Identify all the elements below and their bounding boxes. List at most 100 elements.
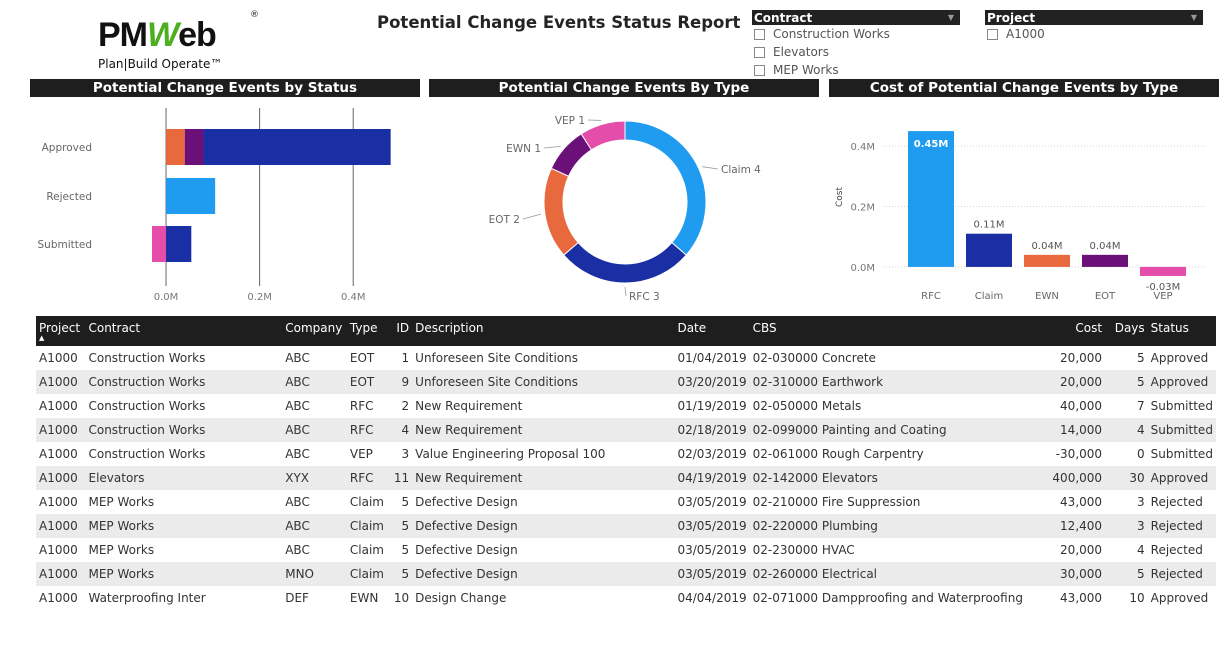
leader-line <box>522 213 541 220</box>
cell-cbs: 02-210000 Fire Suppression <box>752 495 921 509</box>
leader-line <box>624 286 627 297</box>
donut-slice <box>624 120 707 256</box>
events-table: Project ▲ Contract Company Type ID Description… <box>36 316 1216 610</box>
cell-status: Rejected <box>1150 543 1203 557</box>
status-bar-chart: 0.0M 0.2M 0.4M Approved Rejected Submitted <box>38 108 391 303</box>
chevron-down-icon[interactable]: ▼ <box>947 13 954 22</box>
cell-type: VEP <box>349 447 373 461</box>
data-label: -0.03M <box>1146 282 1181 293</box>
cell-status: Submitted <box>1150 447 1213 461</box>
cell-description: New Requirement <box>415 399 523 413</box>
slicer-item-elevators[interactable]: Elevators <box>752 43 960 61</box>
cell-id: 9 <box>386 370 413 394</box>
x-category-label: EWN <box>1035 291 1059 302</box>
chevron-down-icon[interactable]: ▼ <box>1190 13 1197 22</box>
cell-cost: 40,000 <box>1060 399 1103 413</box>
project-slicer-header[interactable]: Project ▼ <box>985 10 1203 25</box>
cell-type: RFC <box>346 418 387 442</box>
sort-ascending-icon[interactable]: ▲ <box>39 334 45 342</box>
table-row[interactable]: A1000 MEP Works ABC Claim 5 Defective Design 0… <box>36 490 1216 514</box>
cell-type: RFC <box>349 399 374 413</box>
slice-label: RFC 3 <box>629 291 660 303</box>
cell-project: A1000 <box>39 495 78 509</box>
table-row[interactable]: A1000 Elevators XYX RFC 11 New Requirement 04/… <box>36 466 1216 490</box>
cell-project: A1000 <box>39 447 78 461</box>
checkbox[interactable] <box>754 46 765 58</box>
table-row[interactable]: A1000 Construction Works ABC EOT 9 Unforeseen… <box>36 370 1216 394</box>
column-header-project[interactable]: Project ▲ <box>36 316 86 346</box>
contract-slicer-list[interactable]: Construction Works Elevators MEP Works <box>752 25 960 77</box>
checkbox[interactable] <box>754 64 765 76</box>
cell-status: Approved <box>1147 370 1216 394</box>
table-header-row: Project ▲ Contract Company Type ID Description… <box>36 316 1216 346</box>
column-header-days[interactable]: Days <box>1105 316 1148 346</box>
logo-tagline: Plan|Build Operate™ <box>98 57 223 71</box>
slice-label: VEP 1 <box>555 115 585 127</box>
column-header-id[interactable]: ID <box>386 316 413 346</box>
checkbox[interactable] <box>987 28 998 40</box>
cell-project: A1000 <box>39 399 78 413</box>
x-tick-label: 0.0M <box>154 292 179 303</box>
y-category-label: Submitted <box>38 239 93 251</box>
contract-slicer-header[interactable]: Contract ▼ <box>752 10 960 25</box>
cell-days: 10 <box>1129 591 1145 605</box>
checkbox[interactable] <box>754 28 765 40</box>
table-row[interactable]: A1000 Construction Works ABC RFC 2 New Requir… <box>36 394 1216 418</box>
cost-column-chart: 0.0M 0.2M 0.4M Cost 0.45M RFC 0.11M Claim 0.04M E… <box>835 131 1207 302</box>
cell-contract: MEP Works <box>85 514 283 538</box>
cell-cbs: 02-310000 Earthwork <box>749 370 1026 394</box>
slicer-item-a1000[interactable]: A1000 <box>985 25 1203 43</box>
cell-id: 2 <box>401 399 410 413</box>
x-tick-label: 0.4M <box>341 292 366 303</box>
cell-days: 5 <box>1105 562 1148 586</box>
column-bar <box>908 131 954 267</box>
cell-cost: 43,000 <box>1060 591 1103 605</box>
cell-date: 02/03/2019 <box>677 447 747 461</box>
cell-date: 01/04/2019 <box>677 351 747 365</box>
data-label: 0.11M <box>974 220 1005 231</box>
contract-slicer[interactable]: Contract ▼ Construction Works Elevators … <box>752 10 960 77</box>
x-category-label: VEP <box>1153 291 1172 302</box>
cell-description: Defective Design <box>415 495 518 509</box>
bar-segment <box>184 129 204 165</box>
cell-id: 5 <box>401 495 410 509</box>
column-header-cost[interactable]: Cost <box>1025 316 1106 346</box>
column-header-type[interactable]: Type <box>346 316 387 346</box>
registered-mark: ® <box>250 10 259 20</box>
column-header-status[interactable]: Status <box>1147 316 1216 346</box>
cell-cbs: 02-260000 Electrical <box>749 562 1026 586</box>
column-header-contract[interactable]: Contract <box>85 316 283 346</box>
column-header-date[interactable]: Date <box>674 316 750 346</box>
cell-days: 0 <box>1137 447 1145 461</box>
table-row[interactable]: A1000 MEP Works MNO Claim 5 Defective Design 0… <box>36 562 1216 586</box>
cell-days: 4 <box>1105 418 1148 442</box>
y-tick-label: 0.0M <box>850 263 875 274</box>
project-slicer[interactable]: Project ▼ A1000 <box>985 10 1203 43</box>
table-row[interactable]: A1000 MEP Works ABC Claim 5 Defective Design 0… <box>36 538 1216 562</box>
table-row[interactable]: A1000 Construction Works ABC VEP 3 Value Engi… <box>36 442 1216 466</box>
column-header-description[interactable]: Description <box>412 316 675 346</box>
table-row[interactable]: A1000 MEP Works ABC Claim 5 Defective Design 0… <box>36 514 1216 538</box>
cell-id: 5 <box>386 514 413 538</box>
table-row[interactable]: A1000 Construction Works ABC EOT 1 Unforeseen… <box>36 346 1216 370</box>
slicer-item-construction-works[interactable]: Construction Works <box>752 25 960 43</box>
donut-slice <box>580 120 626 151</box>
cell-date: 03/05/2019 <box>677 495 747 509</box>
table-row[interactable]: A1000 Construction Works ABC RFC 4 New Requir… <box>36 418 1216 442</box>
cell-status: Approved <box>1147 466 1216 490</box>
cell-type: EWN <box>349 591 379 605</box>
column-header-cbs[interactable]: CBS <box>749 316 1026 346</box>
bar-segment <box>166 129 185 165</box>
cell-cbs: 02-142000 Elevators <box>749 466 1026 490</box>
slice-label: Claim 4 <box>721 164 761 176</box>
contract-slicer-label: Contract <box>754 10 813 25</box>
table-row[interactable]: A1000 Waterproofing Inter DEF EWN 10 Design C… <box>36 586 1216 610</box>
cell-status: Submitted <box>1147 418 1216 442</box>
slicer-item-mep-works[interactable]: MEP Works <box>752 61 960 77</box>
logo-wordmark: PMWeb <box>98 16 217 54</box>
cell-days: 5 <box>1105 370 1148 394</box>
column-header-company[interactable]: Company <box>282 316 347 346</box>
cell-id: 5 <box>386 562 413 586</box>
cell-type: Claim <box>346 514 387 538</box>
cell-contract: Construction Works <box>85 370 283 394</box>
